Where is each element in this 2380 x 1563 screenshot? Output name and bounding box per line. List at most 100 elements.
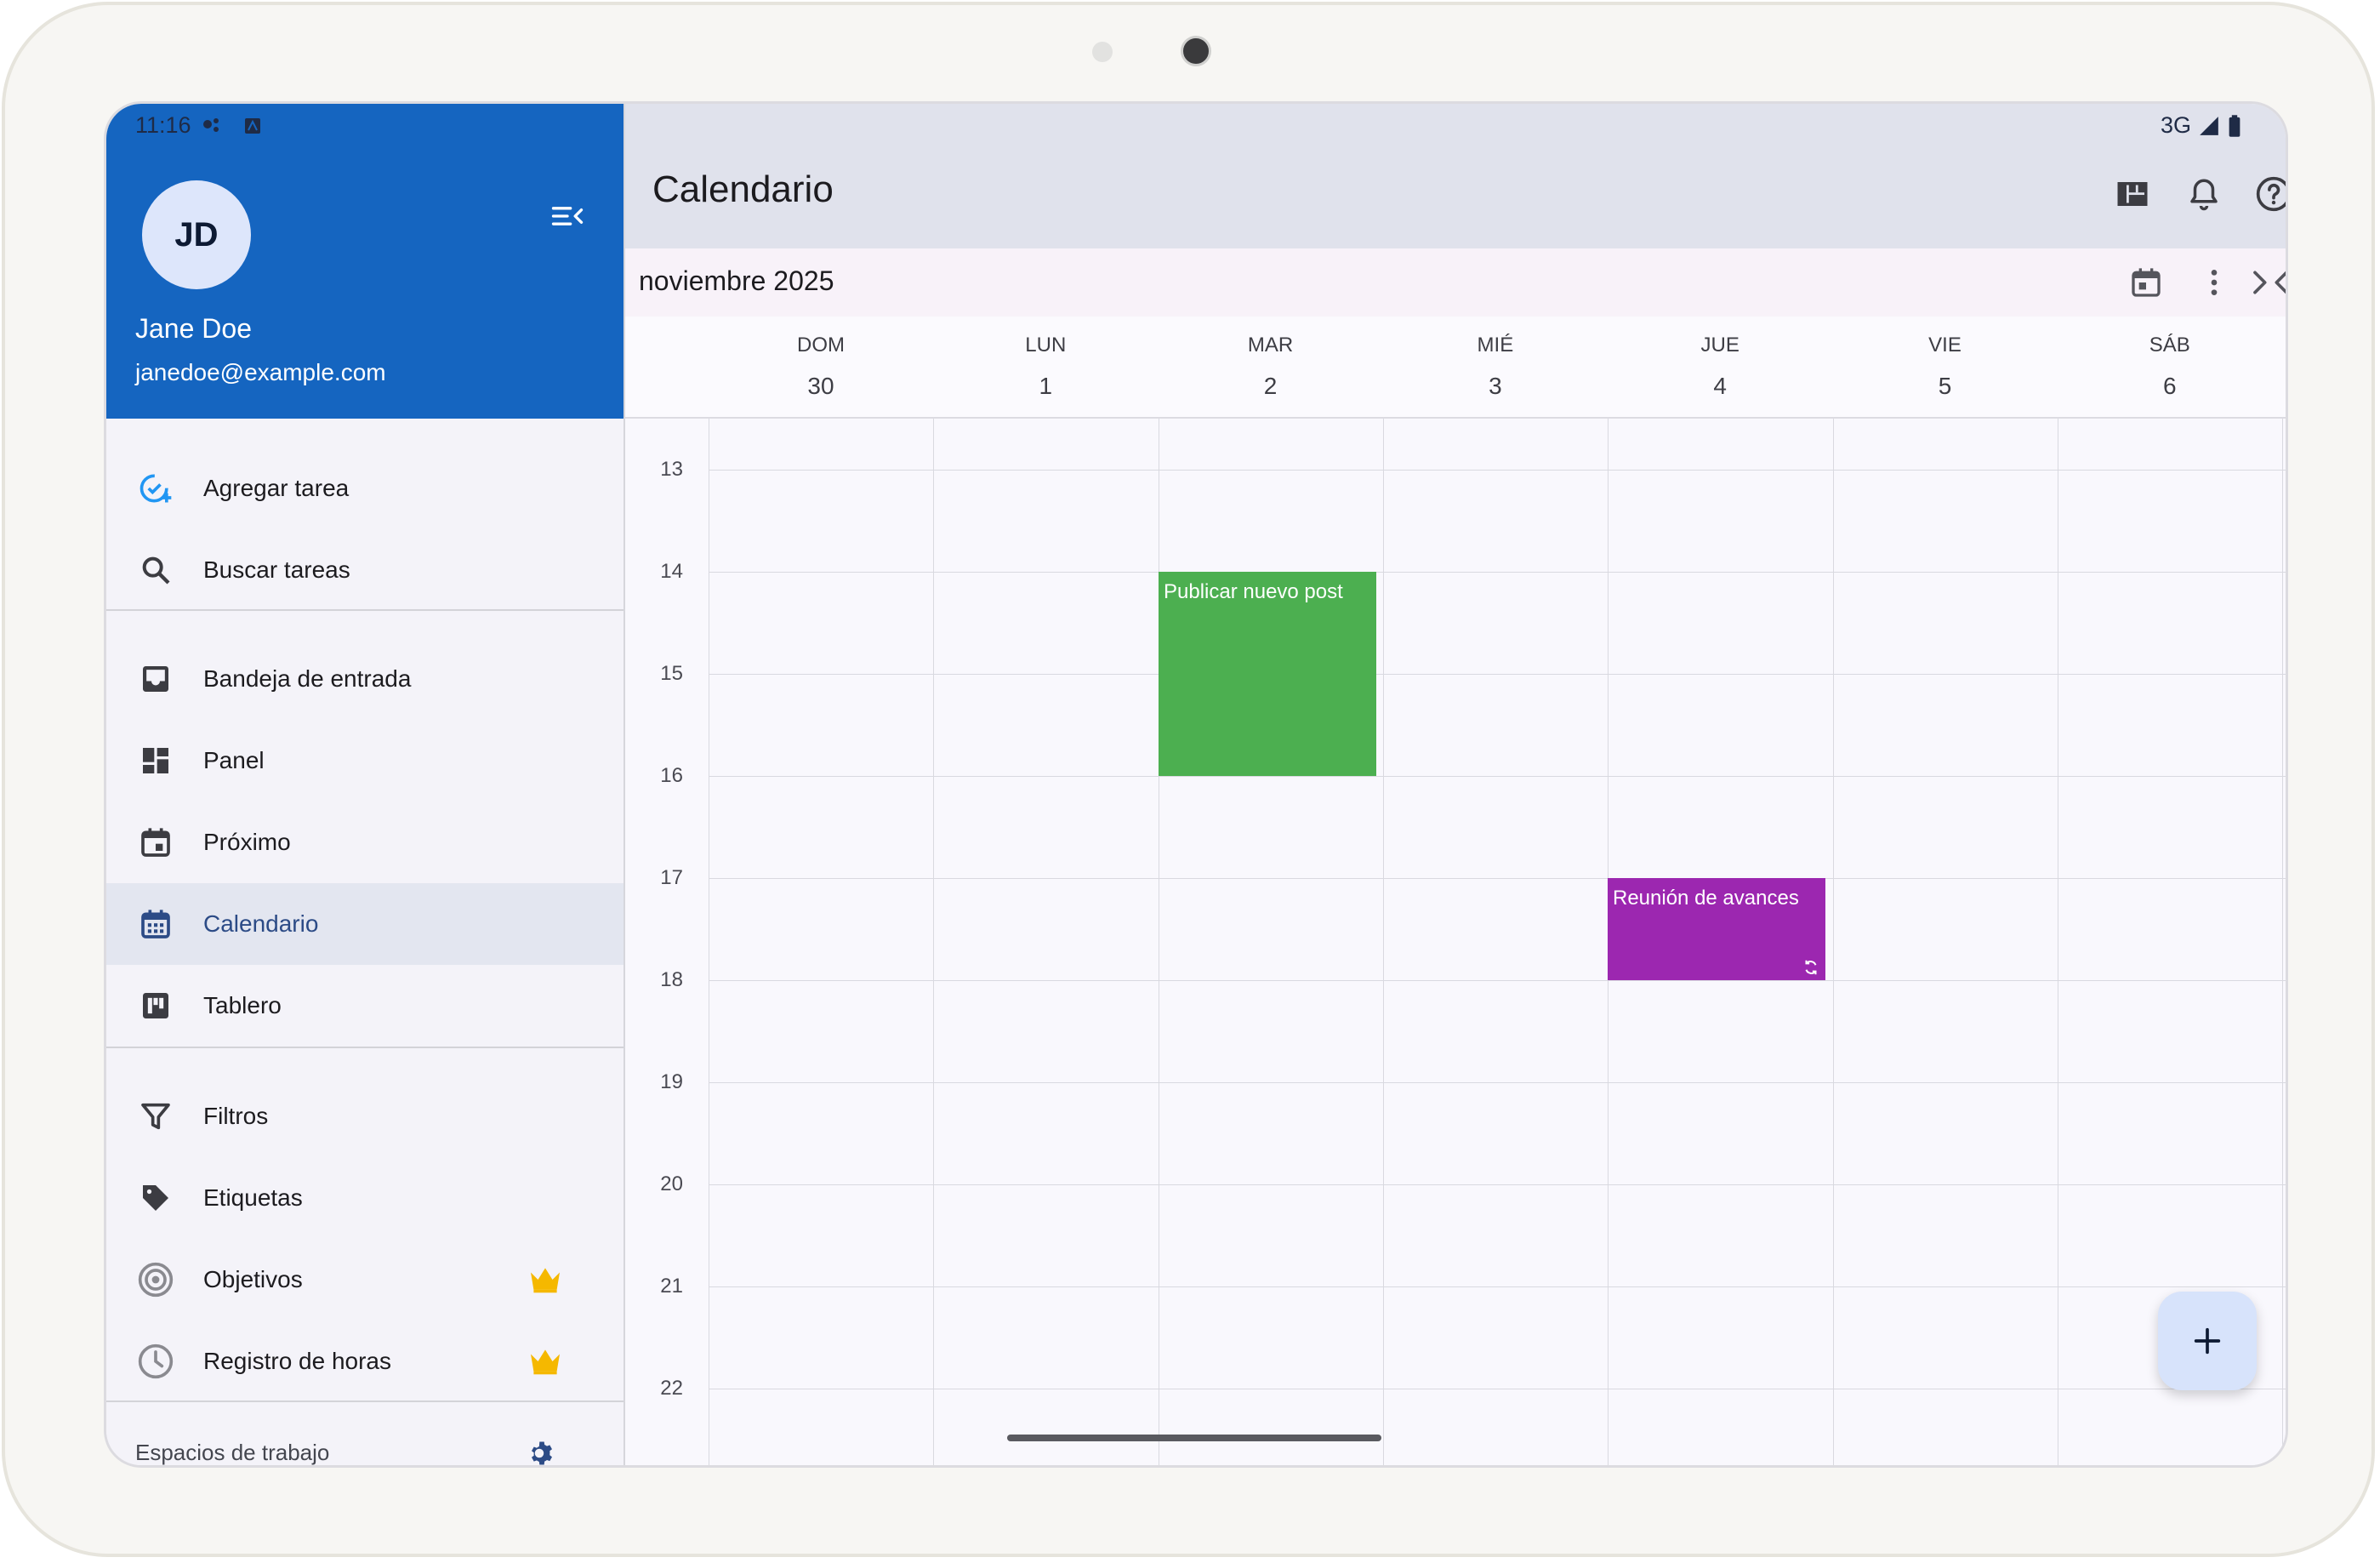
hour-label: 18 (660, 968, 683, 991)
day-name: LUN (1025, 334, 1067, 357)
day-number: 4 (1713, 373, 1727, 399)
workspaces-label: Espacios de trabajo (135, 1440, 330, 1465)
nav-time-tracking[interactable]: Registro de horas (106, 1321, 623, 1402)
nav-label: Buscar tareas (203, 556, 350, 583)
nav-label: Panel (203, 747, 265, 773)
nav-dashboard[interactable]: Panel (106, 720, 623, 801)
bell-icon (2190, 179, 2218, 211)
upcoming-icon (137, 824, 174, 861)
drawer-divider (106, 1400, 623, 1402)
month-label: noviembre 2025 (639, 265, 834, 296)
premium-crown-icon (531, 1349, 560, 1375)
nav-label: Agregar tarea (203, 475, 350, 501)
calendar-event[interactable]: Publicar nuevo post (1159, 572, 1377, 776)
chevron-left-icon (2275, 271, 2286, 294)
calendar-event[interactable]: Reunión de avances (1608, 878, 1826, 980)
calendar-today-icon (2132, 268, 2161, 297)
repeat-icon (1805, 960, 1817, 975)
hour-label: 21 (660, 1275, 683, 1298)
next-week-button[interactable] (2239, 262, 2280, 303)
screen: 11:16 JD Jane Doe janedoe@example.com (104, 101, 2288, 1468)
day-column-header[interactable]: MAR 2 (1159, 317, 1383, 417)
nav-inbox[interactable]: Bandeja de entrada (106, 638, 623, 720)
week-days-header: DOM 30 LUN 1 MAR 2 MIÉ 3 JUE 4 VIE 5 SÁB 6 (625, 317, 2286, 419)
dashboard-icon (137, 742, 174, 779)
day-name: MIÉ (1477, 334, 1514, 357)
nav-add-task[interactable]: Agregar tarea (106, 448, 623, 529)
notification-icons (203, 118, 260, 134)
nav-label: Próximo (203, 829, 291, 855)
day-column-header[interactable]: SÁB 6 (2058, 317, 2282, 417)
nav-label: Calendario (203, 910, 319, 937)
today-button[interactable] (2126, 262, 2166, 303)
day-number: 30 (807, 373, 834, 399)
nav-filters[interactable]: Filtros (106, 1075, 623, 1157)
day-name: JUE (1700, 334, 1739, 357)
avatar[interactable]: JD (142, 180, 251, 289)
hour-label: 17 (660, 866, 683, 889)
day-name: SÁB (2149, 334, 2190, 357)
nav-label: Tablero (203, 992, 282, 1018)
hour-line (709, 1286, 2286, 1287)
day-column-header[interactable]: VIE 5 (1833, 317, 2058, 417)
hour-line (709, 572, 2286, 573)
nav-goals[interactable]: Objetivos (106, 1239, 623, 1321)
plus-icon (2194, 1327, 2221, 1355)
day-column-header[interactable]: MIÉ 3 (1383, 317, 1608, 417)
sensor-dot (1092, 42, 1113, 62)
hour-line (709, 1184, 2286, 1185)
day-column-divider (1833, 419, 1834, 1465)
day-name: MAR (1247, 334, 1294, 357)
nav-label: Etiquetas (203, 1184, 303, 1211)
user-name: Jane Doe (135, 313, 252, 344)
help-button[interactable] (2252, 172, 2286, 216)
calendar-grid[interactable]: 13 14 15 16 17 18 19 20 21 22 Publicar nuevo post R… (625, 419, 2286, 1465)
nav-calendar[interactable]: Calendario (106, 883, 623, 965)
drawer-header: 11:16 JD Jane Doe janedoe@example.com (106, 104, 623, 419)
notifications-button[interactable] (2182, 172, 2226, 216)
hour-label: 20 (660, 1172, 683, 1195)
hour-label: 13 (660, 458, 683, 481)
home-indicator[interactable] (1007, 1435, 1381, 1441)
nav-label: Registro de horas (203, 1348, 392, 1374)
status-notification-icons (202, 116, 262, 141)
hour-label: 19 (660, 1070, 683, 1093)
day-column-divider (1383, 419, 1384, 1465)
drawer-divider (106, 1047, 623, 1048)
day-number: 1 (1039, 373, 1053, 399)
collapse-drawer-icon[interactable] (549, 197, 586, 235)
add-task-fab[interactable] (2158, 1292, 2257, 1390)
day-column-header[interactable]: DOM 30 (709, 317, 933, 417)
search-icon (137, 551, 174, 589)
more-vert-icon (2211, 270, 2218, 295)
add-task-icon (137, 470, 174, 507)
day-number: 3 (1489, 373, 1502, 399)
clock-icon (137, 1343, 174, 1380)
label-icon (137, 1179, 174, 1217)
more-options-button[interactable] (2194, 262, 2235, 303)
gear-icon[interactable] (527, 1438, 557, 1468)
hour-label: 14 (660, 560, 683, 583)
event-title: Reunión de avances (1613, 887, 1799, 910)
network-type: 3G (2160, 112, 2191, 138)
nav-search-tasks[interactable]: Buscar tareas (106, 529, 623, 611)
day-number: 2 (1263, 373, 1278, 399)
target-icon (137, 1261, 174, 1298)
main-content: 3G Calendario noviembre 2025 (625, 104, 2286, 1465)
hour-line (709, 1082, 2286, 1083)
hour-line (709, 470, 2286, 471)
chevron-right-icon (2253, 271, 2267, 294)
hour-line (709, 980, 2286, 981)
day-column-header[interactable]: LUN 1 (933, 317, 1158, 417)
day-column-header[interactable]: JUE 4 (1608, 317, 1832, 417)
board-icon (137, 987, 174, 1024)
previous-week-button[interactable] (2262, 262, 2286, 303)
nav-label: Filtros (203, 1103, 269, 1129)
nav-upcoming[interactable]: Próximo (106, 801, 623, 883)
hour-line (709, 776, 2286, 777)
nav-labels[interactable]: Etiquetas (106, 1157, 623, 1239)
nav-board[interactable]: Tablero (106, 965, 623, 1047)
view-toggle-button[interactable] (2110, 172, 2155, 216)
hour-line (709, 878, 2286, 879)
